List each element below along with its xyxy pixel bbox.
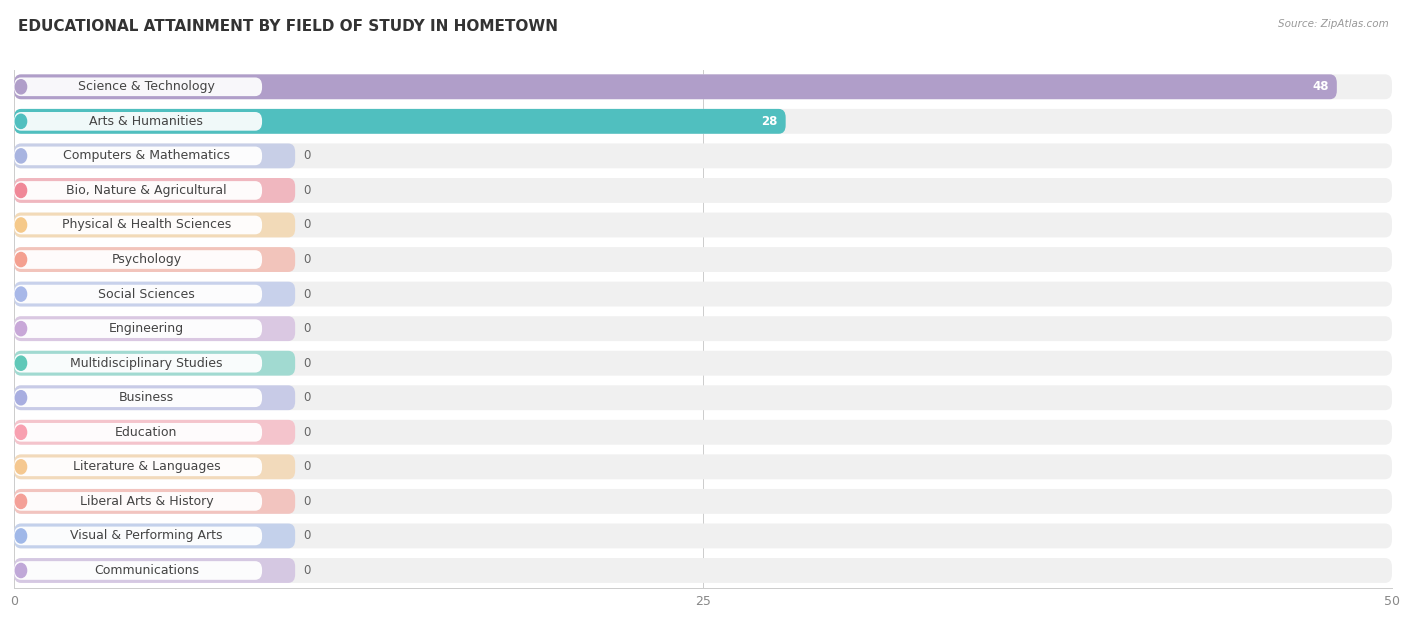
Text: 0: 0: [304, 149, 311, 162]
Circle shape: [15, 114, 27, 128]
FancyBboxPatch shape: [14, 523, 295, 549]
Text: 0: 0: [304, 184, 311, 197]
FancyBboxPatch shape: [14, 112, 262, 131]
Text: 0: 0: [304, 391, 311, 404]
Text: Physical & Health Sciences: Physical & Health Sciences: [62, 219, 231, 231]
FancyBboxPatch shape: [14, 561, 262, 580]
FancyBboxPatch shape: [14, 558, 1392, 583]
Text: EDUCATIONAL ATTAINMENT BY FIELD OF STUDY IN HOMETOWN: EDUCATIONAL ATTAINMENT BY FIELD OF STUDY…: [18, 19, 558, 34]
Circle shape: [15, 287, 27, 301]
Text: Visual & Performing Arts: Visual & Performing Arts: [70, 530, 222, 542]
FancyBboxPatch shape: [14, 354, 262, 372]
FancyBboxPatch shape: [14, 389, 262, 407]
Circle shape: [15, 356, 27, 370]
Text: 48: 48: [1312, 80, 1329, 94]
Text: 0: 0: [304, 356, 311, 370]
Text: 0: 0: [304, 460, 311, 473]
Text: Bio, Nature & Agricultural: Bio, Nature & Agricultural: [66, 184, 226, 197]
Circle shape: [15, 494, 27, 509]
Text: Social Sciences: Social Sciences: [98, 288, 194, 301]
FancyBboxPatch shape: [14, 216, 262, 234]
FancyBboxPatch shape: [14, 181, 262, 200]
FancyBboxPatch shape: [14, 78, 262, 96]
Text: Liberal Arts & History: Liberal Arts & History: [80, 495, 214, 508]
Text: Communications: Communications: [94, 564, 198, 577]
Text: Business: Business: [118, 391, 174, 404]
FancyBboxPatch shape: [14, 454, 1392, 479]
FancyBboxPatch shape: [14, 316, 1392, 341]
FancyBboxPatch shape: [14, 316, 295, 341]
FancyBboxPatch shape: [14, 492, 262, 511]
Circle shape: [15, 252, 27, 267]
Circle shape: [15, 149, 27, 163]
FancyBboxPatch shape: [14, 351, 1392, 375]
FancyBboxPatch shape: [14, 526, 262, 545]
FancyBboxPatch shape: [14, 489, 1392, 514]
FancyBboxPatch shape: [14, 143, 295, 168]
FancyBboxPatch shape: [14, 143, 1392, 168]
FancyBboxPatch shape: [14, 386, 1392, 410]
Text: Source: ZipAtlas.com: Source: ZipAtlas.com: [1278, 19, 1389, 29]
Text: 0: 0: [304, 564, 311, 577]
FancyBboxPatch shape: [14, 75, 1337, 99]
Text: 0: 0: [304, 495, 311, 508]
FancyBboxPatch shape: [14, 523, 1392, 549]
Circle shape: [15, 183, 27, 198]
FancyBboxPatch shape: [14, 319, 262, 338]
Text: 0: 0: [304, 219, 311, 231]
FancyBboxPatch shape: [14, 250, 262, 269]
FancyBboxPatch shape: [14, 109, 1392, 134]
Text: 28: 28: [761, 115, 778, 128]
FancyBboxPatch shape: [14, 454, 295, 479]
Circle shape: [15, 529, 27, 543]
FancyBboxPatch shape: [14, 489, 295, 514]
FancyBboxPatch shape: [14, 147, 262, 165]
Text: Science & Technology: Science & Technology: [77, 80, 215, 94]
FancyBboxPatch shape: [14, 420, 295, 445]
Text: Computers & Mathematics: Computers & Mathematics: [63, 149, 229, 162]
Circle shape: [15, 425, 27, 439]
Circle shape: [15, 322, 27, 336]
FancyBboxPatch shape: [14, 212, 295, 238]
FancyBboxPatch shape: [14, 285, 262, 303]
Circle shape: [15, 218, 27, 232]
Circle shape: [15, 563, 27, 578]
FancyBboxPatch shape: [14, 178, 295, 203]
FancyBboxPatch shape: [14, 386, 295, 410]
FancyBboxPatch shape: [14, 109, 786, 134]
FancyBboxPatch shape: [14, 247, 295, 272]
FancyBboxPatch shape: [14, 282, 1392, 307]
Circle shape: [15, 391, 27, 405]
FancyBboxPatch shape: [14, 420, 1392, 445]
Text: Education: Education: [115, 426, 177, 439]
Text: Multidisciplinary Studies: Multidisciplinary Studies: [70, 356, 222, 370]
FancyBboxPatch shape: [14, 458, 262, 476]
FancyBboxPatch shape: [14, 212, 1392, 238]
Text: 0: 0: [304, 322, 311, 335]
Text: Literature & Languages: Literature & Languages: [73, 460, 221, 473]
FancyBboxPatch shape: [14, 75, 1392, 99]
Text: 0: 0: [304, 288, 311, 301]
FancyBboxPatch shape: [14, 247, 1392, 272]
Circle shape: [15, 80, 27, 94]
FancyBboxPatch shape: [14, 423, 262, 442]
Text: Engineering: Engineering: [108, 322, 184, 335]
FancyBboxPatch shape: [14, 282, 295, 307]
Text: 0: 0: [304, 253, 311, 266]
Text: Arts & Humanities: Arts & Humanities: [90, 115, 204, 128]
Text: 0: 0: [304, 426, 311, 439]
Circle shape: [15, 459, 27, 474]
FancyBboxPatch shape: [14, 178, 1392, 203]
FancyBboxPatch shape: [14, 558, 295, 583]
Text: 0: 0: [304, 530, 311, 542]
Text: Psychology: Psychology: [111, 253, 181, 266]
FancyBboxPatch shape: [14, 351, 295, 375]
